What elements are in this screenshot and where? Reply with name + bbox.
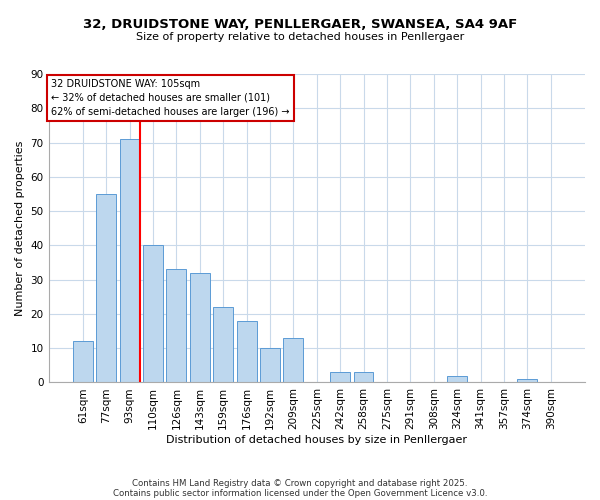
Bar <box>236 321 257 382</box>
Bar <box>517 379 537 382</box>
Text: 32, DRUIDSTONE WAY, PENLLERGAER, SWANSEA, SA4 9AF: 32, DRUIDSTONE WAY, PENLLERGAER, SWANSEA… <box>83 18 517 30</box>
Text: Size of property relative to detached houses in Penllergaer: Size of property relative to detached ho… <box>136 32 464 42</box>
Bar <box>330 372 350 382</box>
Bar <box>283 338 304 382</box>
Text: Contains HM Land Registry data © Crown copyright and database right 2025.: Contains HM Land Registry data © Crown c… <box>132 478 468 488</box>
Text: Contains public sector information licensed under the Open Government Licence v3: Contains public sector information licen… <box>113 488 487 498</box>
Bar <box>73 342 93 382</box>
Bar <box>120 139 140 382</box>
Bar <box>143 246 163 382</box>
Bar <box>447 376 467 382</box>
X-axis label: Distribution of detached houses by size in Penllergaer: Distribution of detached houses by size … <box>166 435 467 445</box>
Bar <box>190 273 210 382</box>
Text: 32 DRUIDSTONE WAY: 105sqm
← 32% of detached houses are smaller (101)
62% of semi: 32 DRUIDSTONE WAY: 105sqm ← 32% of detac… <box>51 78 290 116</box>
Bar <box>166 270 187 382</box>
Y-axis label: Number of detached properties: Number of detached properties <box>15 140 25 316</box>
Bar <box>353 372 373 382</box>
Bar <box>213 307 233 382</box>
Bar <box>260 348 280 382</box>
Bar <box>97 194 116 382</box>
